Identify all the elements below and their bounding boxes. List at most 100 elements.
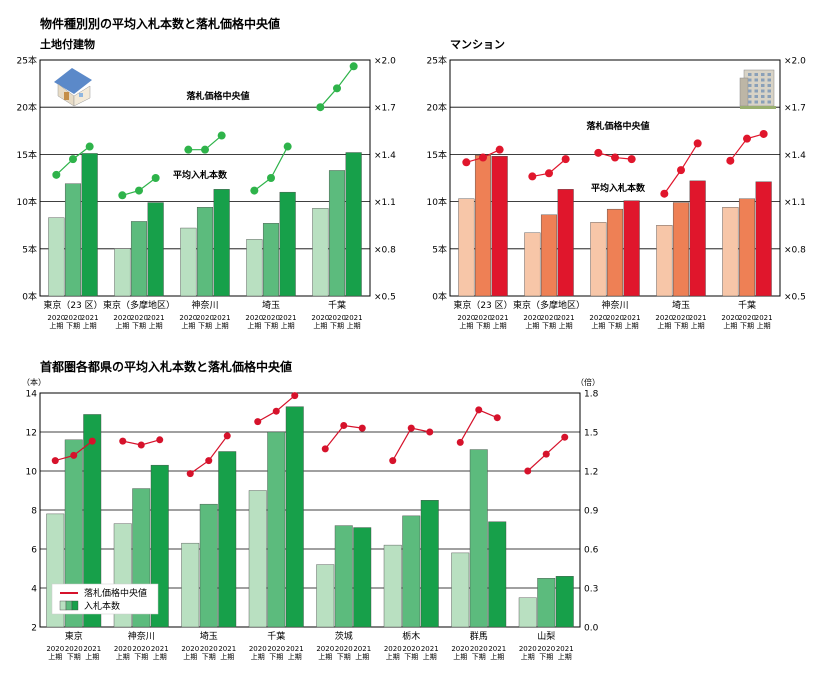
period-year-label: 2020: [655, 314, 673, 322]
median-price-point: [217, 131, 226, 140]
left-tick-label: 20本: [17, 102, 37, 114]
period-year-label: 2021: [147, 314, 165, 322]
bar: [248, 490, 267, 628]
period-half-label: 上期: [183, 652, 197, 661]
legend-bar-swatch: [65, 600, 73, 611]
period-year-label: 2021: [623, 314, 641, 322]
period-half-label: 上期: [288, 652, 302, 661]
category-label: 埼玉: [262, 299, 280, 311]
bar: [451, 552, 470, 628]
bar: [383, 544, 402, 628]
category-label: 群馬: [470, 630, 488, 642]
bar: [334, 525, 353, 628]
period-year-label: 2020: [519, 645, 537, 653]
period-half-label: 上期: [49, 321, 63, 330]
period-half-label: 上期: [521, 652, 535, 661]
period-year-label: 2021: [353, 645, 371, 653]
median-price-point: [283, 142, 292, 151]
left-tick-label: 4: [31, 585, 37, 595]
median-price-point: [528, 172, 537, 181]
period-half-label: 下期: [66, 322, 80, 330]
bar: [623, 200, 640, 297]
period-half-label: 上期: [85, 652, 99, 661]
annotation-median: 落札価格中央値: [586, 120, 649, 132]
left-tick-label: 10本: [17, 196, 37, 208]
median-price-point: [759, 129, 768, 138]
period-year-label: 2020: [249, 645, 267, 653]
period-half-label: 下期: [542, 322, 556, 330]
bar: [656, 224, 673, 297]
period-half-label: 下期: [132, 322, 146, 330]
left-tick-label: 5本: [22, 243, 37, 255]
period-year-label: 2021: [81, 314, 99, 322]
period-year-label: 2021: [213, 314, 231, 322]
median-price-point: [340, 422, 348, 429]
period-year-label: 2020: [316, 645, 334, 653]
period-half-label: 上期: [459, 321, 473, 330]
bar: [196, 207, 214, 297]
period-half-label: 上期: [116, 652, 130, 661]
period-half-label: 上期: [220, 652, 234, 661]
bar: [689, 180, 706, 297]
chart-title: マンション: [450, 38, 505, 51]
median-price-point: [223, 432, 231, 440]
right-tick-label: ×0.8: [374, 245, 396, 255]
right-tick-label: ×1.1: [784, 198, 806, 208]
period-half-label: 下期: [674, 322, 688, 330]
category-label: 山梨: [537, 630, 555, 642]
bar: [218, 451, 237, 628]
main-title: 物件種別別の平均入札本数と落札価格中央値: [40, 17, 281, 31]
period-half-label: 上期: [355, 652, 369, 661]
left-tick-label: 0本: [22, 291, 37, 303]
right-tick-label: 1.8: [584, 390, 599, 400]
median-price-line: [253, 146, 289, 192]
period-year-label: 2021: [151, 645, 169, 653]
period-half-label: 上期: [591, 321, 605, 330]
period-year-label: 2020: [335, 645, 353, 653]
period-half-label: 下期: [67, 653, 81, 661]
median-price-point: [151, 174, 160, 182]
median-price-point: [156, 436, 164, 444]
median-price-point: [88, 437, 96, 445]
period-half-label: 上期: [525, 321, 539, 330]
median-price-point: [407, 424, 415, 432]
right-tick-label: ×0.8: [784, 245, 806, 255]
median-price-point: [524, 467, 532, 475]
period-half-label: 上期: [251, 652, 265, 661]
category-label: 東京（多摩地区）: [513, 299, 585, 311]
left-tick-label: 2: [31, 624, 37, 634]
left-tick-label: 25本: [17, 55, 37, 67]
median-price-point: [69, 155, 77, 164]
period-half-label: 上期: [757, 321, 771, 330]
period-year-label: 2020: [46, 645, 64, 653]
annotation-bids: 平均入札本数: [173, 169, 228, 181]
bar: [469, 449, 488, 628]
period-half-label: 下期: [330, 322, 344, 330]
median-price-point: [561, 155, 570, 164]
period-year-label: 2021: [218, 645, 236, 653]
median-price-point: [726, 156, 735, 165]
period-year-label: 2020: [262, 314, 280, 322]
bar: [540, 214, 558, 297]
bar: [672, 202, 690, 297]
median-price-point: [594, 148, 603, 157]
left-tick-label: 0本: [432, 291, 447, 303]
median-price-point: [333, 84, 341, 93]
period-year-label: 2020: [402, 645, 420, 653]
period-year-label: 2021: [421, 645, 439, 653]
period-half-label: 上期: [153, 652, 167, 661]
category-label: 埼玉: [672, 299, 690, 311]
right-tick-label: 0.6: [584, 546, 599, 556]
median-price-point: [426, 428, 434, 436]
chart-mansion: マンション 0本 5本 10本 15本 20本 25本 ×0.5 ×0.8 ×1.1 ×1.4 ×1.…: [427, 38, 807, 330]
bar: [83, 414, 102, 628]
period-year-label: 2021: [557, 314, 575, 322]
bar: [606, 208, 624, 297]
median-price-point: [358, 424, 366, 432]
median-price-line: [459, 409, 498, 443]
left-tick-label: 12: [26, 429, 37, 439]
house-icon: [54, 68, 92, 107]
chart-title: 土地付建物: [40, 37, 95, 51]
period-half-label: 上期: [347, 321, 361, 330]
bar: [524, 232, 541, 297]
